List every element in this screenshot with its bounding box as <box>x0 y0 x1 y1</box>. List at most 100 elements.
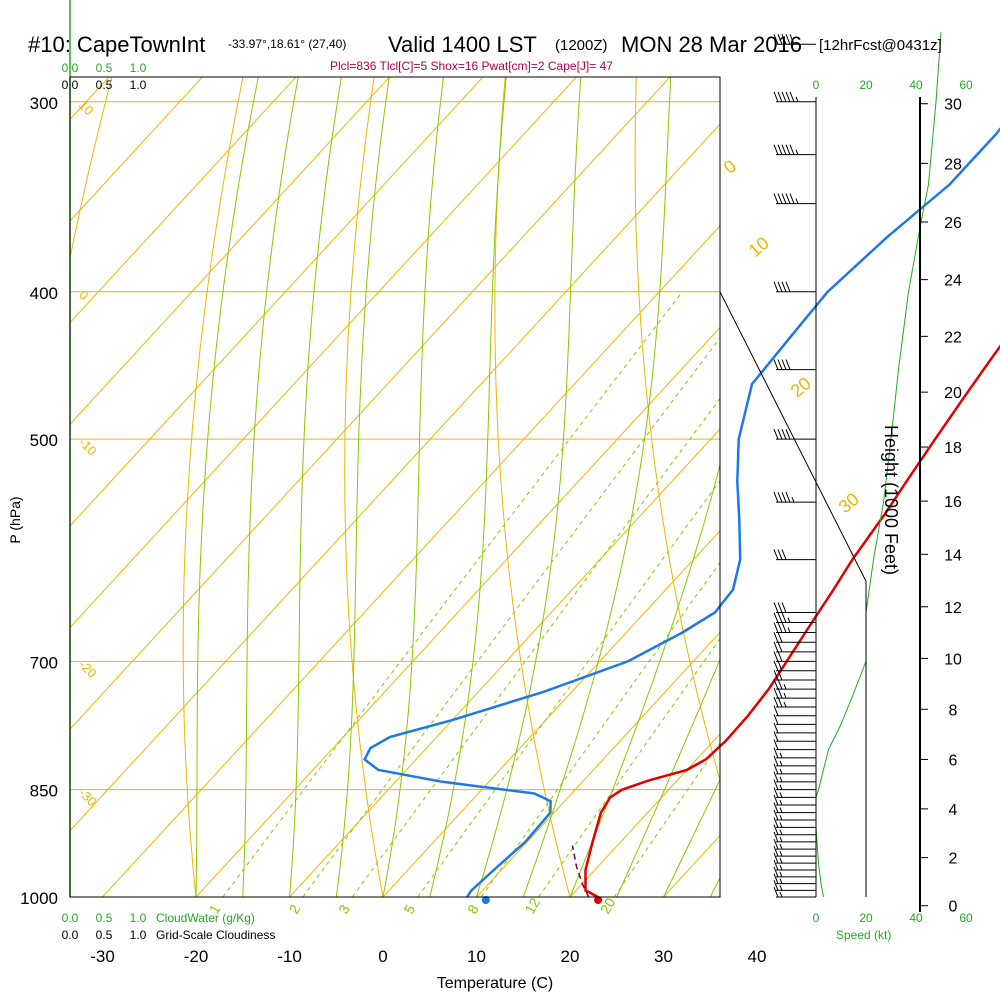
isotherm-line <box>70 77 391 425</box>
wind-barb <box>773 809 816 821</box>
wind-barb <box>773 641 816 653</box>
isotherm-line <box>476 631 720 897</box>
dry-adiabat <box>344 77 384 897</box>
cloudiness-tick-bottom: 0.5 <box>96 928 113 942</box>
wind-barb <box>773 491 816 503</box>
height-tick-label: 12 <box>944 600 962 617</box>
cloudiness-tick-bottom: 0.0 <box>62 928 79 942</box>
cloudiness-tick-top: 0.0 <box>62 78 79 92</box>
wind-barb <box>773 722 816 734</box>
wind-barb <box>773 838 816 850</box>
cloud-water-tick-bottom: 0.0 <box>62 911 79 925</box>
wind-barb <box>773 880 816 891</box>
wind-barb <box>773 696 816 708</box>
isotherm-line <box>70 77 578 629</box>
speed-label: Speed (kt) <box>836 928 891 942</box>
isotherm-line <box>70 77 671 730</box>
mixing-ratio-line <box>417 479 720 897</box>
wind-barb <box>773 739 816 751</box>
moist-adiabat <box>195 77 259 897</box>
dry-adiabat-label: -20 <box>76 657 100 681</box>
isotherm-line <box>757 0 1000 897</box>
height-tick-label: 2 <box>949 851 958 868</box>
wind-barb <box>773 779 816 791</box>
data-series <box>69 0 1000 904</box>
wind-barb <box>773 771 816 783</box>
dry-adiabat <box>182 77 244 897</box>
moist-adiabat <box>242 77 299 897</box>
wind-barb <box>773 651 816 662</box>
wind-barb <box>773 669 816 681</box>
moist-adiabat-label: 20 <box>787 373 815 401</box>
isotherm-line <box>70 123 720 832</box>
height-tick-label: 6 <box>949 752 958 769</box>
parcel-path <box>571 845 590 898</box>
temperature-tick-label: 20 <box>561 947 580 966</box>
wind-barb <box>773 852 816 864</box>
isotherm-line <box>70 77 204 222</box>
speed-tick-bottom: 0 <box>813 911 820 925</box>
temperature-tick-label: -20 <box>184 947 209 966</box>
cloud-water-label: CloudWater (g/Kg) <box>156 911 255 925</box>
isotherm-line <box>70 77 297 324</box>
mixing-ratio-label: 8 <box>464 902 482 917</box>
cloudiness-tick-top: 1.0 <box>130 78 147 92</box>
moist-adiabat <box>569 463 720 897</box>
wind-barb <box>773 193 816 205</box>
moist-adiabat <box>476 77 582 897</box>
wind-barb <box>773 866 816 878</box>
wind-barb <box>773 705 816 717</box>
moist-adiabat <box>757 0 1000 897</box>
height-tick-label: 30 <box>944 97 962 114</box>
forecast-run: [12hrFcst@0431z] <box>819 37 942 54</box>
mixing-ratio-label: 12 <box>521 895 543 917</box>
plot-frame <box>69 76 721 898</box>
dry-adiabat <box>634 77 720 782</box>
wind-barb <box>773 622 816 633</box>
cloud-water-tick-bottom: 1.0 <box>130 911 147 925</box>
wind-barb <box>773 428 816 440</box>
speed-tick-top: 0 <box>813 78 820 92</box>
wind-barb <box>773 632 816 643</box>
wind-barb <box>773 755 816 767</box>
moist-adiabat <box>335 77 390 897</box>
wind-barb <box>773 34 816 45</box>
moist-adiabat <box>522 77 672 897</box>
wind-barb <box>773 359 816 371</box>
wind-barb <box>773 817 816 828</box>
height-tick-label: 14 <box>944 547 962 564</box>
temperature-tick-label: 0 <box>378 947 387 966</box>
stability-indices: Plcl=836 Tlcl[C]=5 Shox=16 Pwat[cm]=2 Ca… <box>330 59 613 73</box>
mixing-ratio-label: 2 <box>286 902 304 917</box>
temperature-profile <box>584 344 1000 899</box>
height-tick-label: 4 <box>949 802 958 819</box>
mixing-ratio-line <box>480 561 720 897</box>
cloud-water-tick-bottom: 0.5 <box>96 911 113 925</box>
isotherm-line <box>289 428 720 897</box>
wind-profile <box>773 32 942 898</box>
mixing-ratio-label: 5 <box>401 902 419 917</box>
height-tick-label: 22 <box>944 329 962 346</box>
wind-panel-edge <box>719 291 867 897</box>
speed-tick-bottom: 20 <box>859 911 873 925</box>
frame <box>69 76 921 912</box>
wind-barb <box>773 831 816 843</box>
pressure-tick-label: 500 <box>30 431 58 450</box>
height-tick-label: 20 <box>944 385 962 402</box>
station-coords: -33.97°,18.61° (27,40) <box>228 37 346 51</box>
wind-barb <box>773 687 816 699</box>
wind-barb <box>773 859 816 871</box>
wind-barb <box>773 549 816 561</box>
surface-dewpoint-marker <box>481 896 490 904</box>
height-tick-label: 18 <box>944 440 962 457</box>
height-tick-label: 8 <box>949 702 958 719</box>
dry-adiabat-label: -30 <box>76 785 100 809</box>
height-tick-label: 28 <box>944 156 962 173</box>
isotherm-line <box>382 529 720 897</box>
temperature-tick-label: 30 <box>654 947 673 966</box>
height-tick-label: 24 <box>944 273 962 290</box>
wind-barb <box>773 886 816 898</box>
valid-time: Valid 1400 LST <box>388 32 537 57</box>
y-axis-title: P (hPa) <box>7 496 23 543</box>
moist-adiabat <box>429 77 507 897</box>
